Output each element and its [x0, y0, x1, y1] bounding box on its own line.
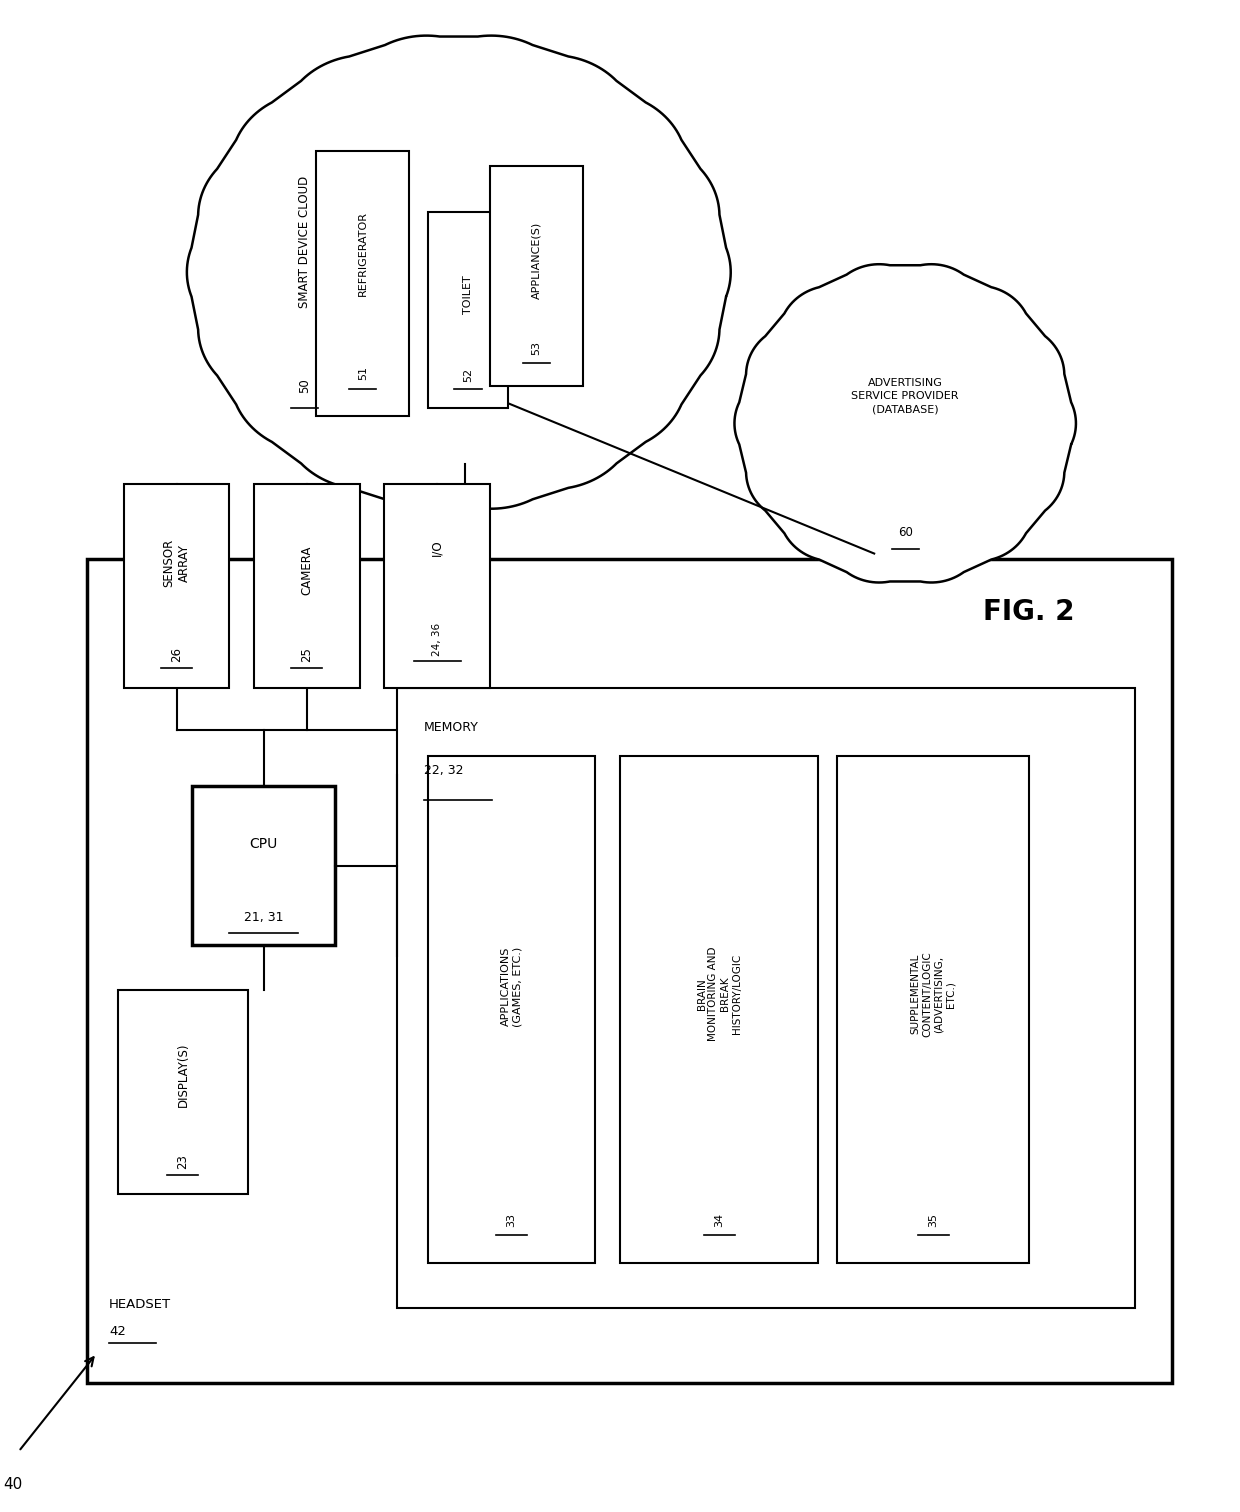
Text: 42: 42 — [109, 1325, 126, 1338]
Text: 60: 60 — [898, 526, 913, 538]
Text: 22, 32: 22, 32 — [424, 764, 464, 777]
FancyBboxPatch shape — [384, 484, 490, 688]
Text: BRAIN
MONITORING AND
BREAK
HISTORY/LOGIC: BRAIN MONITORING AND BREAK HISTORY/LOGIC — [697, 947, 742, 1042]
Text: 51: 51 — [357, 366, 368, 381]
Text: 24, 36: 24, 36 — [432, 623, 443, 656]
FancyBboxPatch shape — [124, 484, 229, 688]
FancyBboxPatch shape — [428, 756, 595, 1263]
FancyBboxPatch shape — [316, 151, 409, 416]
Text: 50: 50 — [298, 378, 311, 393]
FancyBboxPatch shape — [254, 484, 360, 688]
Text: 35: 35 — [928, 1213, 939, 1228]
FancyBboxPatch shape — [87, 559, 1172, 1383]
Text: ADVERTISING
SERVICE PROVIDER
(DATABASE): ADVERTISING SERVICE PROVIDER (DATABASE) — [852, 378, 959, 414]
Text: HEADSET: HEADSET — [109, 1297, 171, 1311]
Text: CPU: CPU — [249, 838, 278, 851]
Text: 23: 23 — [176, 1154, 190, 1169]
Text: 40: 40 — [2, 1477, 22, 1492]
Text: 25: 25 — [300, 647, 314, 662]
Text: FIG. 2: FIG. 2 — [983, 599, 1075, 626]
FancyBboxPatch shape — [192, 786, 335, 945]
FancyBboxPatch shape — [428, 212, 508, 408]
Text: 33: 33 — [506, 1213, 517, 1228]
FancyBboxPatch shape — [118, 990, 248, 1194]
Text: TOILET: TOILET — [463, 275, 474, 314]
Text: REFRIGERATOR: REFRIGERATOR — [357, 210, 368, 296]
FancyBboxPatch shape — [620, 756, 818, 1263]
Text: 52: 52 — [463, 367, 474, 383]
FancyBboxPatch shape — [490, 166, 583, 386]
Text: SUPPLEMENTAL
CONTENT/LOGIC
(ADVERTISING,
ETC.): SUPPLEMENTAL CONTENT/LOGIC (ADVERTISING,… — [910, 951, 956, 1037]
FancyBboxPatch shape — [837, 756, 1029, 1263]
Text: MEMORY: MEMORY — [424, 721, 479, 735]
Text: 26: 26 — [170, 647, 184, 662]
Text: SMART DEVICE CLOUD: SMART DEVICE CLOUD — [298, 175, 311, 308]
Text: DISPLAY(S): DISPLAY(S) — [176, 1042, 190, 1107]
Text: APPLICATIONS
(GAMES, ETC.): APPLICATIONS (GAMES, ETC.) — [501, 947, 522, 1027]
Text: 34: 34 — [714, 1213, 724, 1228]
Text: I/O: I/O — [430, 540, 444, 556]
Text: CAMERA: CAMERA — [300, 546, 314, 596]
Polygon shape — [187, 36, 730, 508]
FancyBboxPatch shape — [397, 688, 1135, 1308]
Text: 21, 31: 21, 31 — [244, 912, 283, 924]
Text: 53: 53 — [531, 340, 542, 355]
Text: APPLIANCE(S): APPLIANCE(S) — [531, 222, 542, 299]
Text: SENSOR
ARRAY: SENSOR ARRAY — [162, 540, 191, 587]
Polygon shape — [734, 265, 1076, 582]
